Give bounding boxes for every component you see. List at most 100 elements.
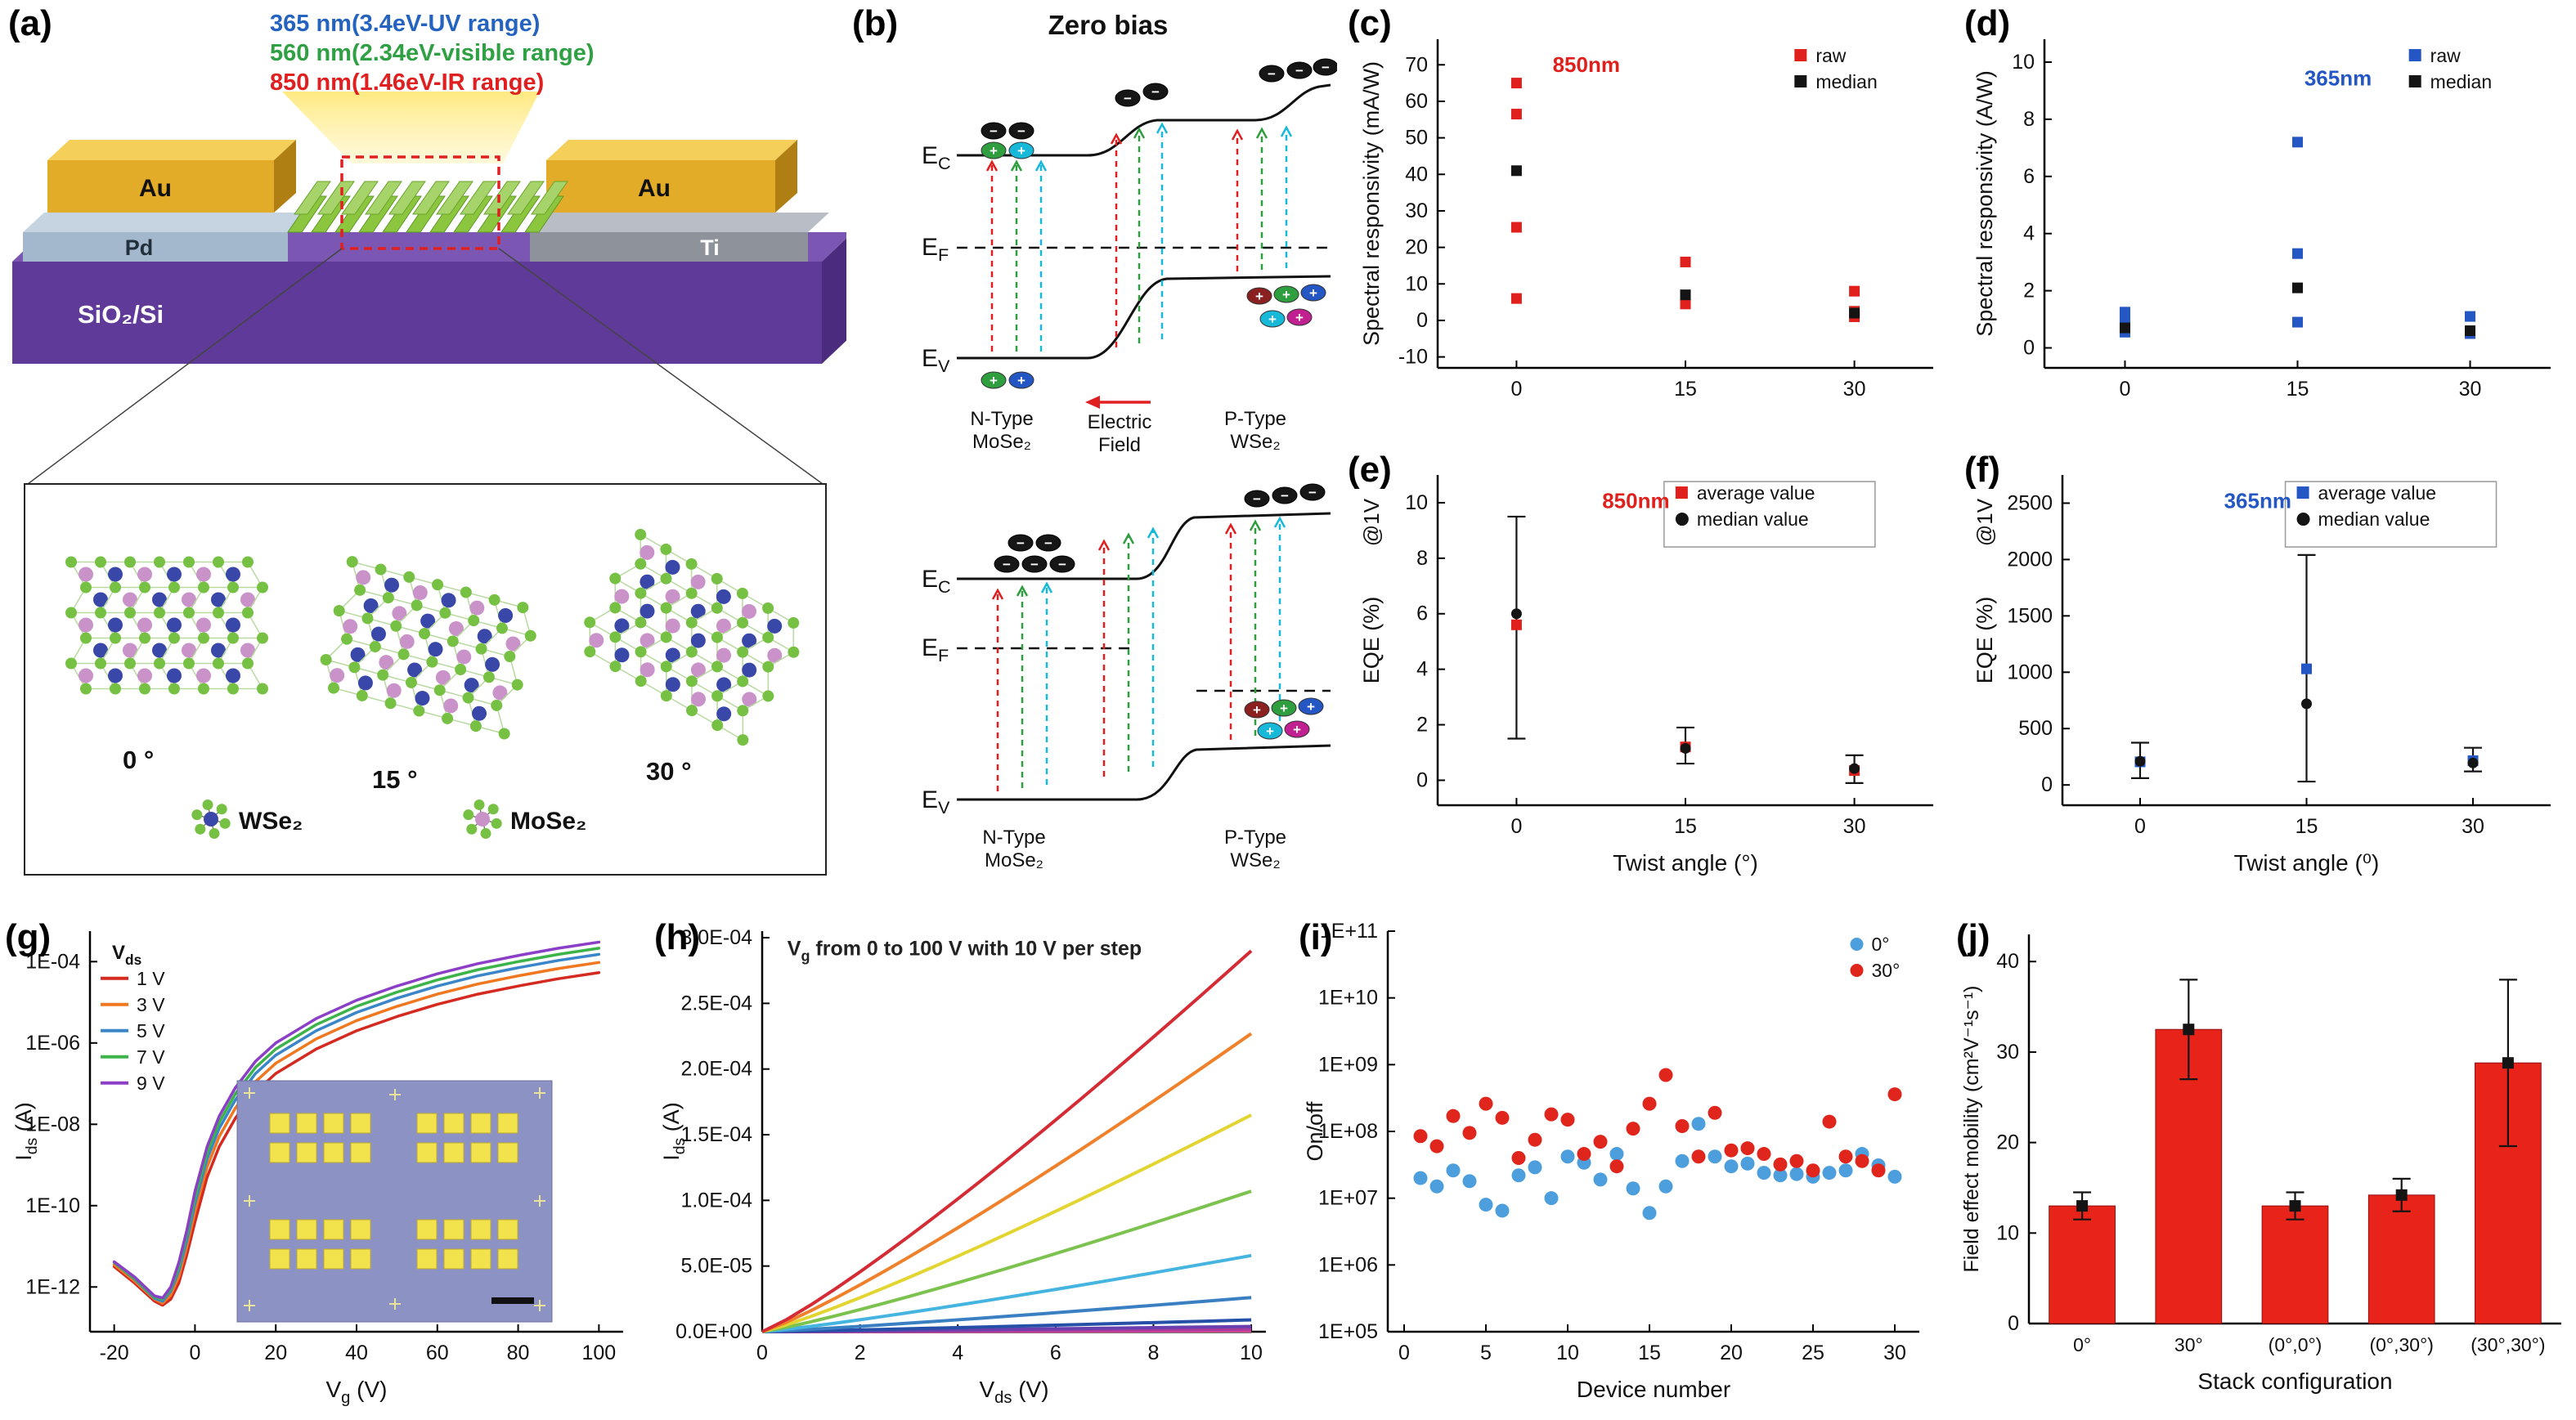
y-tick-label: 0 — [1416, 768, 1428, 791]
y-tick-label: 6 — [1416, 602, 1428, 625]
y-tick-label: 2.0E-04 — [680, 1058, 752, 1081]
x-tick-label: 30 — [2459, 378, 2482, 401]
output-curve — [761, 1296, 1252, 1333]
ti-label: Ti — [700, 235, 720, 260]
panel-label-f: (f) — [1964, 450, 2000, 490]
material-label: MoSe₂ — [985, 849, 1043, 871]
x-tick-label: 30 — [2462, 815, 2484, 838]
svg-text:+: + — [990, 143, 998, 159]
y-tick-label: 4 — [1416, 658, 1428, 681]
category-label: 0° — [2073, 1334, 2091, 1355]
pd-label: Pd — [125, 235, 154, 260]
panel-f-eqe-365nm-chart: 0 15 30 0 500 1000 1500 2000 2500 Twist angle (⁰)… — [1972, 475, 2551, 876]
y-tick-label: 1500 — [2007, 604, 2053, 627]
svg-text:+: + — [1017, 373, 1025, 388]
x-tick-label: 0 — [2120, 378, 2131, 401]
legend-title: Vds — [112, 942, 141, 968]
y-tick-label: 2 — [1416, 714, 1428, 737]
au-left-label: Au — [139, 175, 172, 202]
twist-angle-label: 30 ° — [646, 757, 692, 786]
y-axis-label: Ids (A) — [11, 1102, 41, 1161]
y-tick-label: 40 — [1996, 950, 2019, 973]
y-tick-label: 1E+09 — [1318, 1053, 1378, 1076]
y-tick-label: 50 — [1405, 127, 1428, 150]
x-tick-label: 4 — [952, 1342, 963, 1364]
svg-text:+: + — [1253, 702, 1261, 718]
x-tick-label: 15 — [1674, 378, 1697, 401]
svg-text:−: − — [1308, 485, 1317, 500]
svg-text:−: − — [1322, 60, 1330, 75]
y-tick-label: 1.5E-04 — [680, 1123, 752, 1146]
category-label: (0°,30°) — [2369, 1334, 2433, 1355]
y-tick-label: 1000 — [2007, 661, 2053, 683]
panel-label-e: (e) — [1348, 450, 1392, 490]
y-axis-label: Spectral responsivity (A/W) — [1972, 70, 1997, 337]
panel-g-transfer-curves-chart: -20 0 20 40 60 80 100 1E-04 1E-06 1E-08 1E-10 1E-12… — [11, 931, 623, 1407]
panel-label-c: (c) — [1348, 3, 1392, 43]
y-tick-label: 4 — [2023, 222, 2035, 245]
svg-text:+: + — [1309, 285, 1317, 301]
y-tick-label: 1.0E-04 — [680, 1189, 752, 1212]
x-axis-label: Stack configuration — [2197, 1368, 2392, 1394]
material-label: WSe₂ — [1230, 431, 1280, 453]
wavelength-legend-line: 850 nm(1.46eV-IR range) — [270, 69, 544, 96]
y-tick-label: -10 — [1398, 346, 1428, 369]
x-tick-label: 0 — [189, 1342, 200, 1364]
roi-dashed-box — [340, 155, 500, 250]
material-label: Field — [1098, 434, 1141, 456]
y-tick-label: 1E-08 — [25, 1113, 80, 1136]
y-tick-label: 1E+08 — [1318, 1120, 1378, 1143]
x-axis-label: Vg (V) — [325, 1377, 387, 1407]
legend-item-label: 9 V — [137, 1073, 165, 1094]
x-tick-label: 5 — [1480, 1342, 1492, 1364]
svg-text:+: + — [990, 373, 998, 388]
y-tick-label: 30 — [1405, 199, 1428, 222]
panel-label-g: (g) — [5, 917, 52, 957]
wavelength-legend-line: 365 nm(3.4eV-UV range) — [270, 11, 540, 37]
x-tick-label: 0 — [1510, 815, 1522, 838]
legend-item-label: median value — [2318, 508, 2430, 530]
x-tick-label: 0 — [1398, 1342, 1410, 1364]
output-curve — [761, 1189, 1252, 1333]
y-axis-label: Ids (A) — [659, 1102, 689, 1161]
material-label: MoSe₂ — [972, 431, 1031, 453]
y-axis-label: EQE (%) — [1359, 597, 1384, 684]
material-label: N-Type — [970, 408, 1033, 430]
y-tick-label: 10 — [1405, 272, 1428, 295]
legend-item-label: 7 V — [137, 1046, 165, 1068]
y-tick-label: 30 — [1996, 1041, 2019, 1064]
x-tick-label: 6 — [1050, 1342, 1061, 1364]
twist-angle-label: 15 ° — [372, 765, 418, 794]
svg-text:−: − — [1044, 535, 1052, 551]
x-axis-label: Device number — [1577, 1377, 1730, 1402]
crystal-flake — [584, 528, 800, 746]
y-axis-label: Spectral responsivity (mA/W) — [1359, 61, 1384, 346]
panel-a-device-schematic: 365 nm(3.4eV-UV range) 560 nm(2.34eV-visi… — [12, 11, 846, 876]
svg-text:+: + — [1255, 289, 1263, 304]
y-tick-label: 20 — [1996, 1131, 2019, 1154]
y-tick-label: 2000 — [2007, 548, 2053, 571]
svg-text:+: + — [1268, 311, 1277, 327]
x-tick-label: 20 — [264, 1342, 287, 1364]
y-tick-label: 70 — [1405, 53, 1428, 76]
x-tick-label: 0 — [756, 1342, 768, 1364]
x-tick-label: 15 — [1638, 1342, 1661, 1364]
au-right-label: Au — [638, 175, 671, 202]
category-label: (30°,30°) — [2471, 1334, 2545, 1355]
transfer-curve — [112, 961, 601, 1305]
x-axis-label: Vds (V) — [979, 1377, 1048, 1407]
x-tick-label: 60 — [426, 1342, 449, 1364]
svg-text:+: + — [1307, 699, 1315, 714]
y-tick-label: 1E+06 — [1318, 1253, 1378, 1276]
panel-label-i: (i) — [1299, 917, 1333, 957]
ec-label: EC — [922, 142, 951, 173]
highlight-cone — [282, 92, 540, 164]
y-tick-label: 2.5E-04 — [680, 992, 752, 1015]
svg-text:−: − — [1295, 63, 1304, 78]
y-tick-label: 1E-10 — [25, 1194, 80, 1217]
x-tick-label: 0 — [2134, 815, 2146, 838]
x-axis-label: Twist angle (°) — [1613, 850, 1758, 876]
x-tick-label: 15 — [2296, 815, 2318, 838]
svg-text:−: − — [1016, 535, 1025, 551]
